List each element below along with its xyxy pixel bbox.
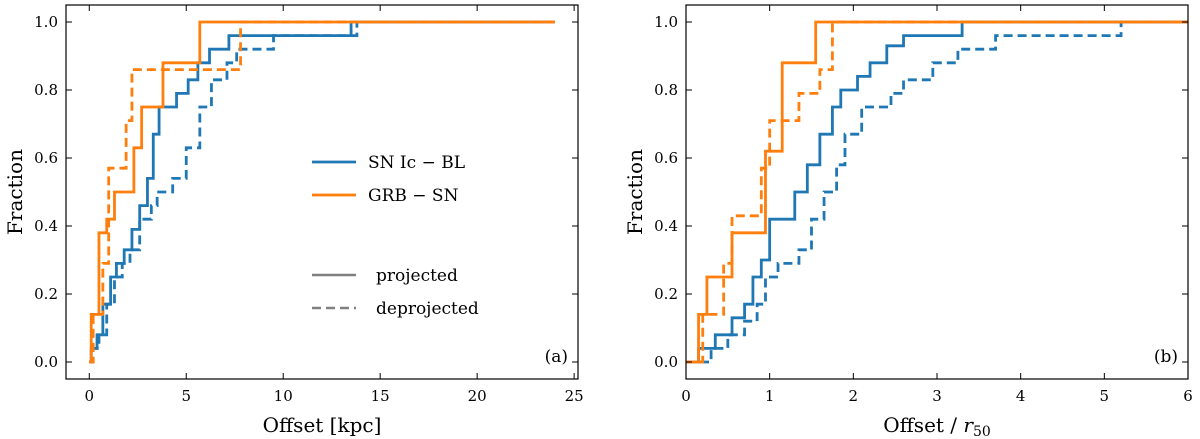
y-tick-label-b-1: 0.2 — [654, 285, 678, 303]
x-tick-label-b-4: 4 — [1016, 387, 1026, 405]
x-tick-label-a-3: 15 — [371, 387, 390, 405]
x-tick-label-b-3: 3 — [932, 387, 942, 405]
y-tick-label-a-0: 0.0 — [34, 353, 58, 371]
y-axis-label-b: Fraction — [623, 149, 647, 235]
y-tick-label-b-0: 0.0 — [654, 353, 678, 371]
y-tick-label-b-2: 0.4 — [654, 217, 678, 235]
x-axis-label-b: Offset / r50 — [883, 413, 991, 439]
x-axis-label-a: Offset [kpc] — [263, 413, 382, 437]
y-tick-label-a-4: 0.8 — [34, 81, 58, 99]
x-tick-label-b-1: 1 — [765, 387, 775, 405]
y-axis-label-a: Fraction — [3, 149, 27, 235]
x-tick-label-a-1: 5 — [181, 387, 191, 405]
series-a-sn-ic-bl-deprojected — [89, 20, 555, 364]
x-tick-label-b-6: 6 — [1183, 387, 1193, 405]
x-tick-label-a-4: 20 — [468, 387, 487, 405]
x-tick-label-b-2: 2 — [849, 387, 859, 405]
x-tick-label-a-0: 0 — [84, 387, 94, 405]
panel-label-b: (b) — [1154, 347, 1178, 367]
panel-b: 0 1 2 3 4 5 6 0.0 0.2 0.4 0.6 0.8 1.0 Offset / r50 F… — [623, 4, 1193, 439]
series-b-sn-ic-bl-deprojected — [686, 20, 1188, 364]
panel-label-a: (a) — [545, 347, 568, 367]
series-b-grb-sn-deprojected — [686, 20, 1188, 364]
series-b-grb-sn-projected — [686, 20, 1188, 364]
panel-a: 0 5 10 15 20 25 0.0 0.2 0.4 0.6 0.8 1.0 Offset [kpc… — [3, 4, 584, 437]
y-tick-label-b-5: 1.0 — [654, 13, 678, 31]
plot-frame-a — [65, 4, 579, 380]
legend-label-deprojected: deprojected — [376, 299, 479, 319]
y-tick-label-b-3: 0.6 — [654, 149, 678, 167]
y-tick-label-a-3: 0.6 — [34, 149, 58, 167]
x-tick-label-b-0: 0 — [681, 387, 691, 405]
x-tick-label-a-2: 10 — [274, 387, 293, 405]
series-b-sn-ic-bl-projected — [686, 20, 1188, 364]
legend-label-grb: GRB − SN — [368, 186, 459, 206]
series-a-grb-sn-deprojected — [89, 20, 555, 364]
legend: SN Ic − BL GRB − SN projected deprojecte… — [312, 153, 479, 319]
x-tick-label-b-5: 5 — [1100, 387, 1110, 405]
y-tick-label-b-4: 0.8 — [654, 81, 678, 99]
y-tick-label-a-5: 1.0 — [34, 13, 58, 31]
legend-label-sn: SN Ic − BL — [368, 153, 465, 173]
legend-label-projected: projected — [376, 266, 458, 286]
y-tick-label-a-2: 0.4 — [34, 217, 58, 235]
x-tick-label-a-5: 25 — [565, 387, 584, 405]
y-tick-label-a-1: 0.2 — [34, 285, 58, 303]
